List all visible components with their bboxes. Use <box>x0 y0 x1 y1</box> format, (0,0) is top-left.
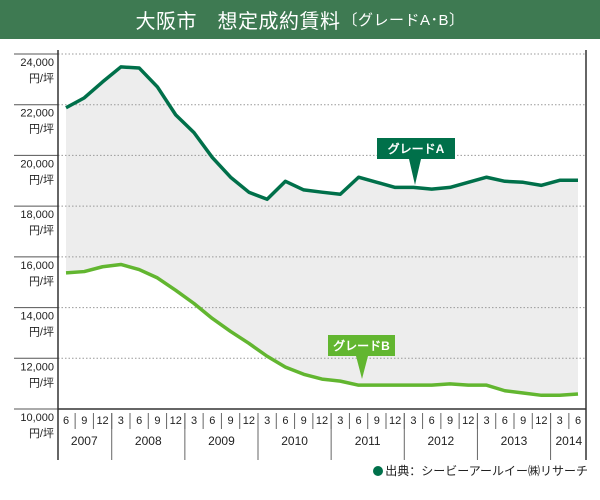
x-month-label: 6 <box>63 415 69 427</box>
x-year-label: 2014 <box>556 434 583 448</box>
x-month-label: 12 <box>535 415 547 427</box>
title-bar: 大阪市 想定成約賃料 〔グレードA･B〕 <box>0 0 600 39</box>
x-month-label: 6 <box>282 415 288 427</box>
y-tick-label: 18,000 <box>20 209 54 221</box>
x-year-label: 2013 <box>501 434 528 448</box>
y-tick-label: 10,000 <box>20 412 54 424</box>
x-month-label: 3 <box>410 415 416 427</box>
y-unit-label: 円/坪 <box>29 326 54 339</box>
x-month-label: 6 <box>429 415 435 427</box>
x-month-label: 12 <box>462 415 474 427</box>
x-year-label: 2009 <box>208 434 235 448</box>
x-month-label: 9 <box>520 415 526 427</box>
y-unit-label: 円/坪 <box>29 224 54 237</box>
chart-title: 大阪市 想定成約賃料 <box>135 11 341 33</box>
x-month-label: 9 <box>447 415 453 427</box>
y-unit-label: 円/坪 <box>29 123 54 136</box>
legend-pointer-grade-b <box>356 356 368 379</box>
legend-label-box-grade-b <box>328 335 395 356</box>
source-text: 出典：シービーアールイー㈱リサーチ <box>385 464 588 478</box>
legend-label-grade-b: グレードB <box>333 338 390 353</box>
chart-subtitle: 〔グレードA･B〕 <box>342 12 465 29</box>
legend-pointer-grade-a <box>409 159 421 185</box>
x-month-label: 3 <box>484 415 490 427</box>
x-year-label: 2008 <box>135 434 162 448</box>
y-unit-label: 円/坪 <box>29 173 54 186</box>
x-month-label: 9 <box>154 415 160 427</box>
y-unit-label: 円/坪 <box>29 427 54 440</box>
x-month-label: 3 <box>118 415 124 427</box>
x-month-label: 12 <box>316 415 328 427</box>
y-unit-label: 円/坪 <box>29 275 54 288</box>
x-month-label: 12 <box>243 415 255 427</box>
x-month-label: 12 <box>389 415 401 427</box>
bullet-icon <box>373 465 384 476</box>
source-note: 出典：シービーアールイー㈱リサーチ <box>373 462 588 479</box>
x-month-label: 9 <box>374 415 380 427</box>
x-month-label: 9 <box>228 415 234 427</box>
series-line-grade-b <box>65 262 579 398</box>
x-month-label: 6 <box>209 415 215 427</box>
x-year-label: 2010 <box>281 434 308 448</box>
y-tick-label: 16,000 <box>20 260 54 272</box>
x-month-label: 3 <box>557 415 563 427</box>
legend-label-grade-a: グレードA <box>388 141 445 156</box>
x-month-label: 12 <box>170 415 182 427</box>
x-month-label: 3 <box>264 415 270 427</box>
series-line-grade-a <box>65 65 578 202</box>
y-tick-label: 22,000 <box>20 108 54 120</box>
x-month-label: 3 <box>191 415 197 427</box>
y-tick-label: 14,000 <box>20 311 54 323</box>
y-tick-label: 12,000 <box>20 361 54 373</box>
x-month-label: 6 <box>356 415 362 427</box>
x-month-label: 6 <box>502 415 508 427</box>
x-year-label: 2011 <box>355 434 381 448</box>
x-month-label: 9 <box>301 415 307 427</box>
x-year-label: 2007 <box>71 434 98 448</box>
area-between-series <box>66 66 578 396</box>
x-month-label: 3 <box>337 415 343 427</box>
y-unit-label: 円/坪 <box>29 376 54 389</box>
x-year-label: 2012 <box>428 434 455 448</box>
y-tick-label: 24,000 <box>20 57 54 69</box>
x-month-label: 9 <box>81 415 87 427</box>
x-month-label: 6 <box>575 415 581 427</box>
legend-label-box-grade-a <box>377 138 455 159</box>
x-month-label: 12 <box>96 415 108 427</box>
y-unit-label: 円/坪 <box>29 72 54 85</box>
y-tick-label: 20,000 <box>20 158 54 170</box>
x-month-label: 6 <box>136 415 142 427</box>
